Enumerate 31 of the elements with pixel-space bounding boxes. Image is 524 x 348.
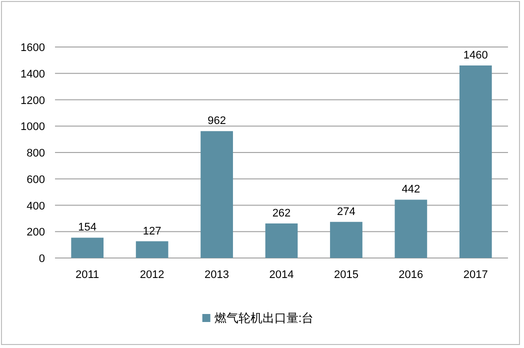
bar	[330, 222, 362, 258]
bar	[136, 241, 168, 258]
bar	[394, 200, 428, 258]
x-tick-label: 2016	[398, 269, 424, 281]
y-tick-label: 200	[26, 226, 45, 239]
y-tick-label: 400	[26, 200, 45, 212]
data-label: 442	[402, 184, 420, 196]
x-tick-label: 2013	[204, 269, 230, 281]
x-tick-label: 2017	[463, 269, 488, 281]
x-tick-label: 2015	[334, 269, 358, 281]
legend-label: 燃气轮机出口量:台	[214, 311, 314, 325]
x-tick-label: 2011	[76, 269, 100, 281]
data-label: 1460	[463, 49, 488, 62]
y-tick-label: 1600	[20, 42, 45, 54]
bar	[459, 65, 492, 258]
data-label: 962	[208, 115, 226, 128]
data-label: 127	[142, 225, 162, 238]
data-label: 154	[78, 222, 97, 234]
y-tick-label: 600	[26, 174, 45, 186]
bar	[200, 131, 233, 258]
x-tick-label: 2012	[140, 269, 164, 281]
bar	[71, 238, 104, 258]
y-tick-label: 1000	[20, 121, 45, 134]
data-label: 274	[337, 206, 356, 218]
y-tick-label: 1400	[20, 68, 45, 80]
bar	[265, 223, 298, 258]
x-tick-label: 2014	[269, 269, 294, 281]
y-tick-label: 1200	[20, 94, 45, 107]
y-tick-label: 0	[38, 253, 45, 265]
data-label: 262	[272, 207, 291, 220]
y-tick-label: 800	[26, 148, 45, 160]
